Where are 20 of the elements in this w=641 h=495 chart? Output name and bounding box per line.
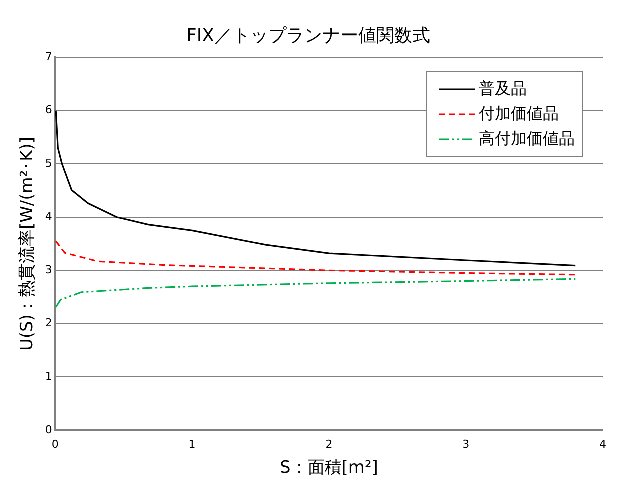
y-axis-title: U(S)：熱貫流率[W/(m²･K)] bbox=[18, 136, 38, 352]
y-tick-label: 7 bbox=[45, 50, 52, 64]
y-tick-label: 5 bbox=[45, 156, 52, 170]
legend-label: 高付加価値品 bbox=[479, 128, 575, 148]
legend-label: 普及品 bbox=[479, 78, 527, 98]
chart-title: FIX／トップランナー値関数式 bbox=[186, 25, 430, 46]
legend-label: 付加価値品 bbox=[478, 104, 559, 123]
y-tick-label: 6 bbox=[45, 104, 52, 117]
line-series bbox=[55, 240, 576, 276]
x-axis-title: S：面積[m²] bbox=[280, 458, 378, 478]
y-tick-label: 2 bbox=[45, 316, 52, 330]
x-tick-label: 3 bbox=[462, 438, 470, 451]
x-tick-label: 1 bbox=[188, 438, 196, 451]
y-tick-label: 4 bbox=[45, 210, 52, 224]
x-tick-label: 4 bbox=[600, 438, 606, 451]
x-tick-label: 2 bbox=[326, 438, 333, 451]
line-series bbox=[55, 278, 576, 308]
y-tick-label: 3 bbox=[45, 263, 52, 276]
y-tick-label: 1 bbox=[45, 370, 52, 383]
y-tick-label: 0 bbox=[45, 423, 52, 436]
